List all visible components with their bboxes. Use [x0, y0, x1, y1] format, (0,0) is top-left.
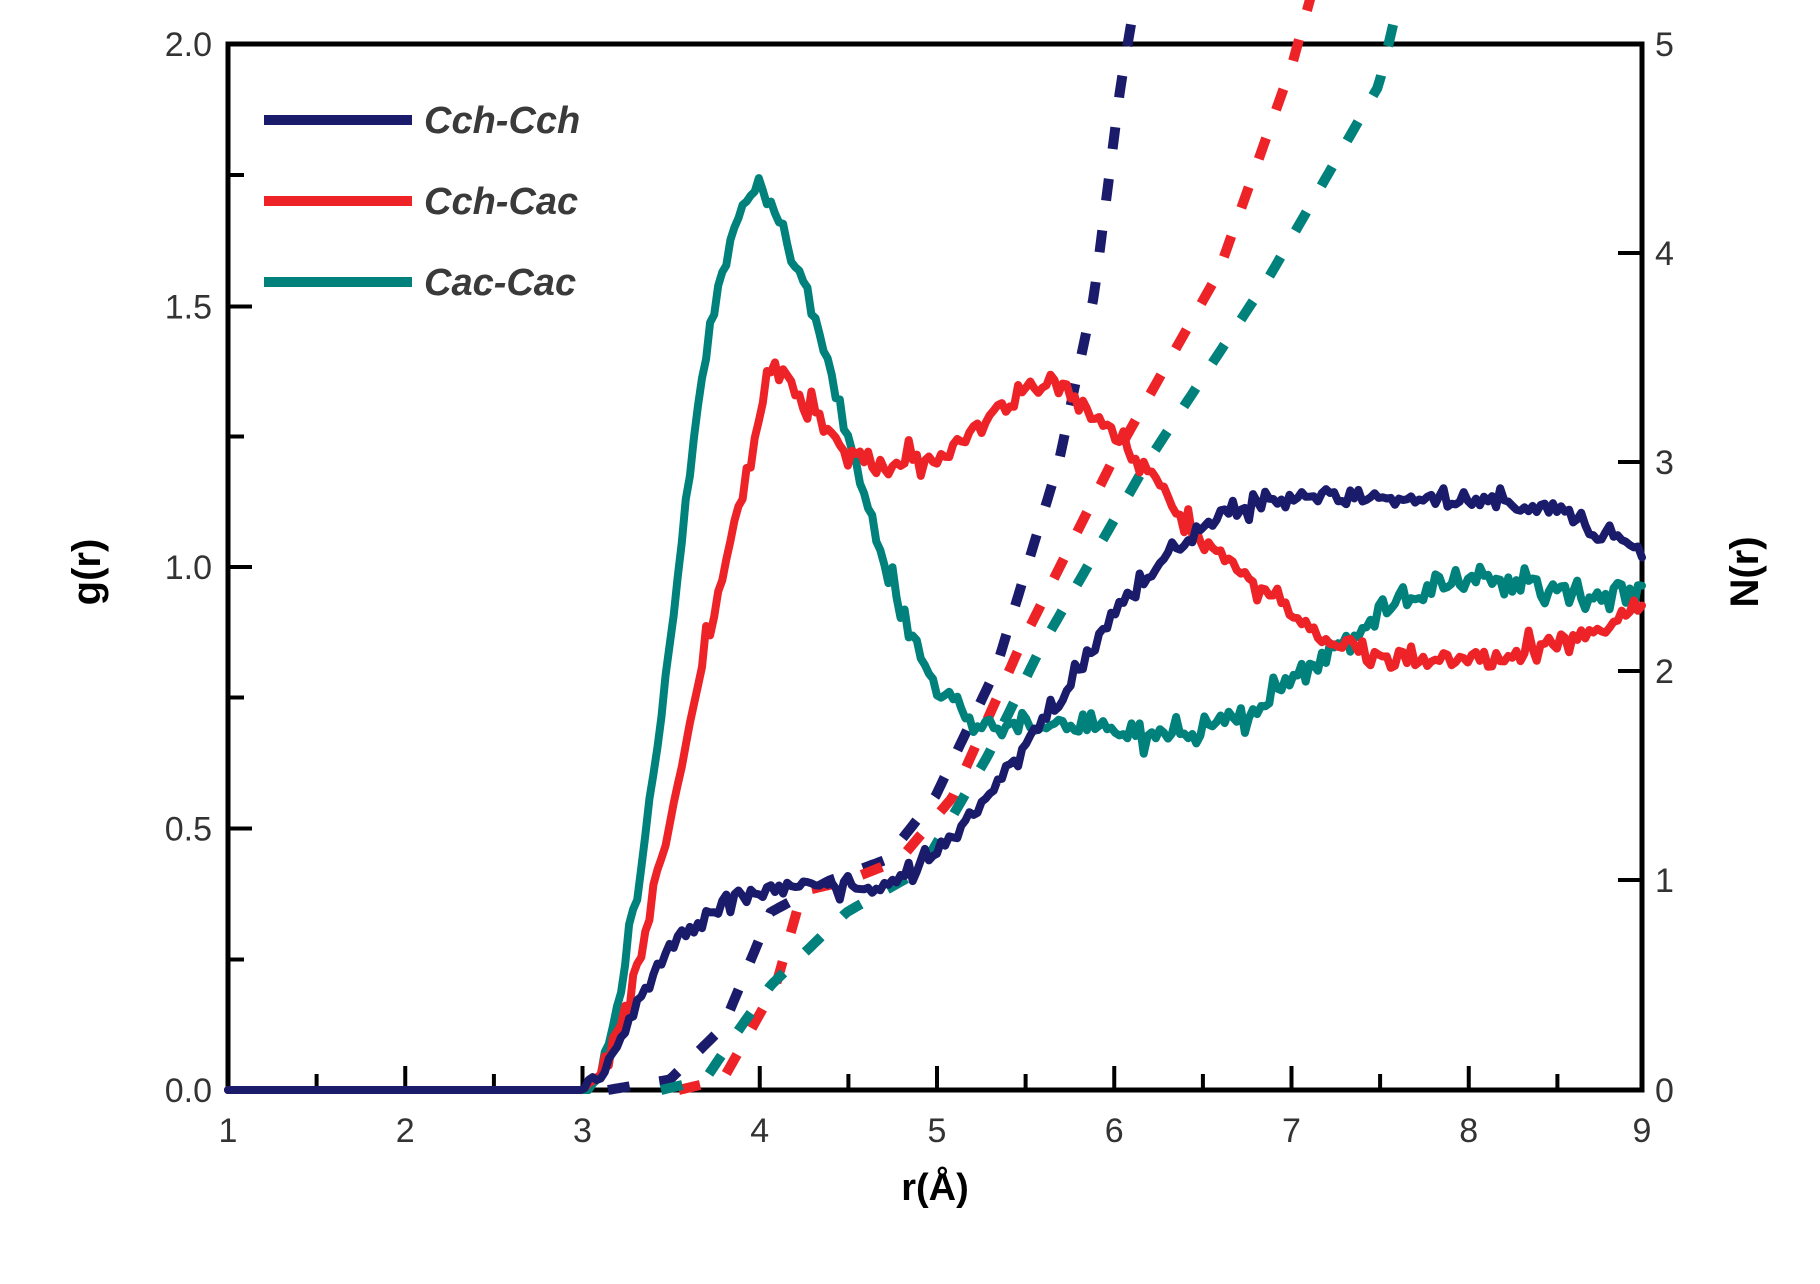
- svg-text:1.5: 1.5: [165, 289, 212, 327]
- svg-text:2.0: 2.0: [165, 26, 212, 64]
- svg-text:4: 4: [750, 1112, 769, 1150]
- svg-text:1: 1: [1655, 862, 1674, 900]
- svg-text:Cch-Cac: Cch-Cac: [424, 181, 578, 223]
- svg-text:3: 3: [1655, 444, 1674, 482]
- svg-text:0.0: 0.0: [165, 1072, 212, 1110]
- svg-text:3: 3: [573, 1112, 592, 1150]
- svg-text:Cac-Cac: Cac-Cac: [424, 262, 576, 304]
- svg-text:7: 7: [1282, 1112, 1301, 1150]
- svg-text:1.0: 1.0: [165, 549, 212, 587]
- svg-text:4: 4: [1655, 235, 1674, 273]
- svg-text:0: 0: [1655, 1072, 1674, 1110]
- svg-text:r(Å): r(Å): [901, 1165, 969, 1209]
- svg-text:5: 5: [1655, 26, 1674, 64]
- svg-text:0.5: 0.5: [165, 811, 212, 849]
- svg-text:1: 1: [219, 1112, 238, 1150]
- svg-text:9: 9: [1633, 1112, 1652, 1150]
- svg-text:2: 2: [1655, 653, 1674, 691]
- svg-text:Cch-Cch: Cch-Cch: [424, 100, 580, 142]
- svg-text:2: 2: [396, 1112, 415, 1150]
- svg-text:5: 5: [928, 1112, 947, 1150]
- svg-text:g(r): g(r): [65, 539, 109, 606]
- svg-text:8: 8: [1459, 1112, 1478, 1150]
- svg-text:N(r): N(r): [1723, 536, 1767, 607]
- svg-text:6: 6: [1105, 1112, 1124, 1150]
